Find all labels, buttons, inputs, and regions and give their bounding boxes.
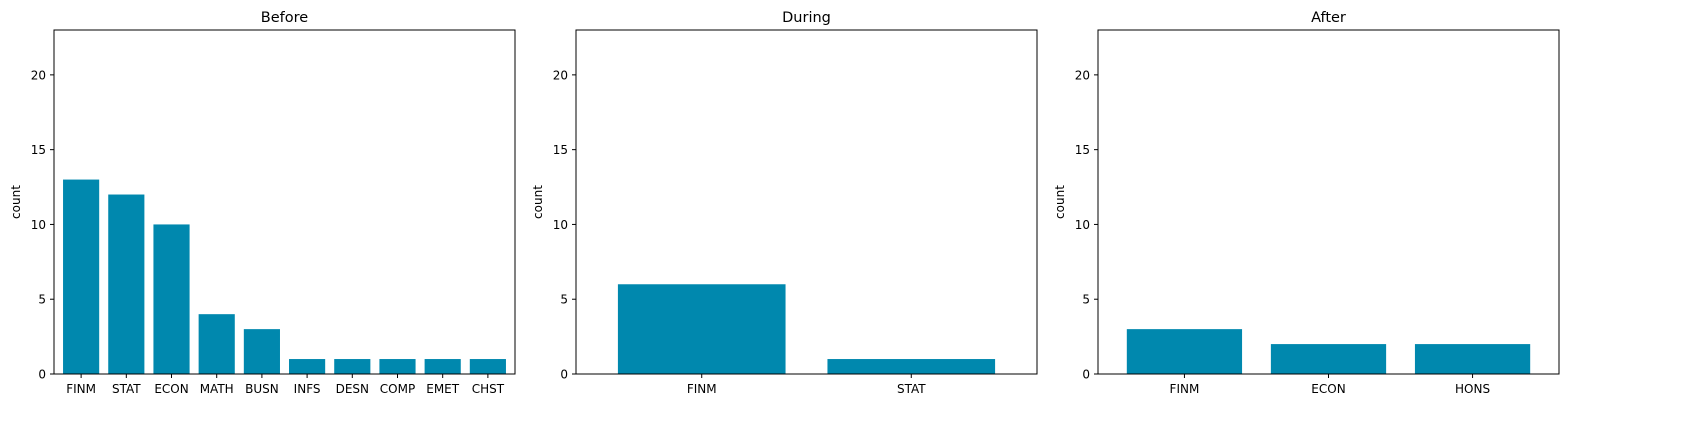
x-tick-label: FINM xyxy=(1170,382,1200,396)
y-tick-label: 10 xyxy=(31,218,46,232)
x-tick-label: ECON xyxy=(1311,382,1345,396)
y-axis-label: count xyxy=(9,185,23,219)
x-tick-label: MATH xyxy=(200,382,234,396)
bar-emet xyxy=(424,359,461,374)
x-tick-label: INFS xyxy=(294,382,321,396)
y-axis-label: count xyxy=(531,185,545,219)
y-tick-label: 15 xyxy=(553,143,568,157)
x-tick-label: STAT xyxy=(897,382,926,396)
bar-econ xyxy=(153,224,190,374)
y-tick-label: 15 xyxy=(31,143,46,157)
y-tick-label: 20 xyxy=(31,68,46,82)
x-tick-label: EMET xyxy=(426,382,460,396)
bar-hons xyxy=(1414,344,1531,374)
plot-frame xyxy=(53,29,516,375)
chart-title: During xyxy=(782,10,831,26)
chart-title: After xyxy=(1311,10,1346,26)
y-tick-label: 5 xyxy=(38,293,46,307)
bar-finm xyxy=(1126,329,1243,374)
bar-stat xyxy=(827,359,996,374)
plot-frame xyxy=(575,29,1038,375)
bar-busn xyxy=(243,329,280,374)
x-tick-label: FINM xyxy=(687,382,717,396)
bar-infs xyxy=(289,359,326,374)
bar-finm xyxy=(63,179,100,374)
y-tick-label: 5 xyxy=(560,293,568,307)
x-tick-label: COMP xyxy=(380,382,415,396)
y-tick-label: 20 xyxy=(1075,68,1090,82)
x-tick-label: DESN xyxy=(336,382,369,396)
y-tick-label: 15 xyxy=(1075,143,1090,157)
bar-econ xyxy=(1270,344,1387,374)
bar-desn xyxy=(334,359,371,374)
y-tick-label: 0 xyxy=(560,368,568,382)
bar-stat xyxy=(108,194,145,374)
bar-chst xyxy=(469,359,506,374)
y-tick-label: 5 xyxy=(1082,293,1090,307)
x-tick-label: CHST xyxy=(472,382,505,396)
x-tick-label: ECON xyxy=(154,382,188,396)
bar-math xyxy=(198,314,235,374)
chart-panel-1: Before FINM STAT ECON MATH BUSN INFS DESN COMP EM… xyxy=(9,10,516,396)
plot-frame xyxy=(1097,29,1560,375)
y-axis-label: count xyxy=(1053,185,1067,219)
chart-panel-2: During FINM STAT 0 5 10 15 20 count xyxy=(531,10,1038,396)
bar-comp xyxy=(379,359,416,374)
x-tick-label: STAT xyxy=(112,382,141,396)
y-tick-label: 10 xyxy=(553,218,568,232)
x-tick-label: FINM xyxy=(66,382,96,396)
y-tick-label: 20 xyxy=(553,68,568,82)
bar-finm xyxy=(617,284,786,374)
x-tick-label: HONS xyxy=(1455,382,1490,396)
y-tick-label: 0 xyxy=(38,368,46,382)
y-tick-label: 10 xyxy=(1075,218,1090,232)
x-tick-label: BUSN xyxy=(245,382,279,396)
chart-panel-3: After FINM ECON HONS 0 5 10 15 20 count xyxy=(1053,10,1560,396)
chart-title: Before xyxy=(261,10,308,26)
y-tick-label: 0 xyxy=(1082,368,1090,382)
